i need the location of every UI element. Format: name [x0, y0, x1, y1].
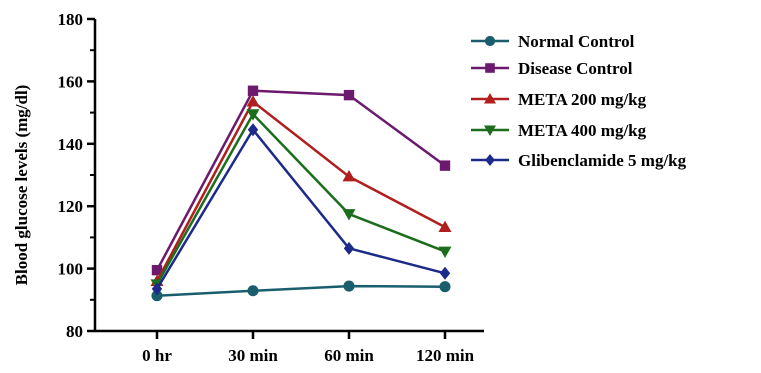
data-point	[151, 282, 163, 296]
y-axis-label: Blood glucose levels (mg/dl)	[12, 85, 31, 286]
series-line	[155, 112, 446, 285]
data-point	[246, 95, 260, 107]
x-tick-label: 0 hr	[142, 346, 172, 365]
legend: Normal Control Disease Control META 200 mg…	[471, 32, 687, 170]
y-tick-label: 120	[58, 197, 84, 216]
data-point	[342, 209, 356, 221]
series-normal-control	[151, 280, 451, 302]
series-meta-400-mg-kg	[150, 109, 452, 291]
legend-label: Normal Control	[518, 32, 635, 51]
series-line	[155, 89, 446, 271]
data-point	[439, 281, 451, 293]
data-point	[342, 170, 356, 182]
legend-label: Disease Control	[518, 59, 633, 78]
legend-marker	[485, 63, 495, 73]
data-point	[438, 220, 452, 232]
legend-item: Disease Control	[471, 59, 633, 78]
y-tick-label: 80	[66, 322, 83, 341]
data-point	[439, 160, 451, 171]
y-tick-label: 180	[58, 10, 84, 29]
legend-item: META 400 mg/kg	[471, 121, 647, 140]
legend-label: Glibenclamide 5 mg/kg	[518, 151, 687, 170]
data-point	[343, 89, 355, 101]
series-disease-control	[151, 85, 451, 276]
legend-marker	[484, 93, 496, 104]
series-line	[155, 127, 446, 290]
data-point	[247, 285, 259, 297]
x-tick-label: 120 min	[416, 346, 475, 365]
legend-marker	[484, 35, 496, 47]
legend-label: META 200 mg/kg	[518, 90, 647, 109]
series-layer	[150, 85, 452, 302]
series-glibenclamide-5-mg-kg	[151, 123, 451, 296]
x-tick-label: 60 min	[324, 346, 374, 365]
legend-marker	[484, 125, 496, 136]
series-line	[155, 99, 446, 282]
data-point	[439, 266, 451, 280]
data-point	[151, 264, 163, 276]
y-tick-label: 140	[58, 135, 84, 154]
y-tick-label: 100	[58, 260, 84, 279]
x-tick-label: 30 min	[228, 346, 278, 365]
series-line	[156, 284, 446, 297]
data-point	[151, 290, 163, 302]
legend-marker	[485, 154, 495, 166]
data-point	[343, 241, 355, 255]
y-tick-label: 160	[58, 72, 84, 91]
legend-item: Normal Control	[471, 32, 635, 51]
data-point	[247, 123, 259, 137]
legend-item: Glibenclamide 5 mg/kg	[471, 151, 687, 170]
axes: 80 100 120 140 160 180 0 hr 30 min 60 min 120 min	[58, 10, 484, 365]
data-point	[246, 109, 260, 121]
data-point	[247, 85, 259, 96]
data-point	[438, 246, 452, 258]
legend-item: META 200 mg/kg	[471, 90, 647, 109]
data-point	[343, 280, 355, 292]
legend-label: META 400 mg/kg	[518, 121, 647, 140]
